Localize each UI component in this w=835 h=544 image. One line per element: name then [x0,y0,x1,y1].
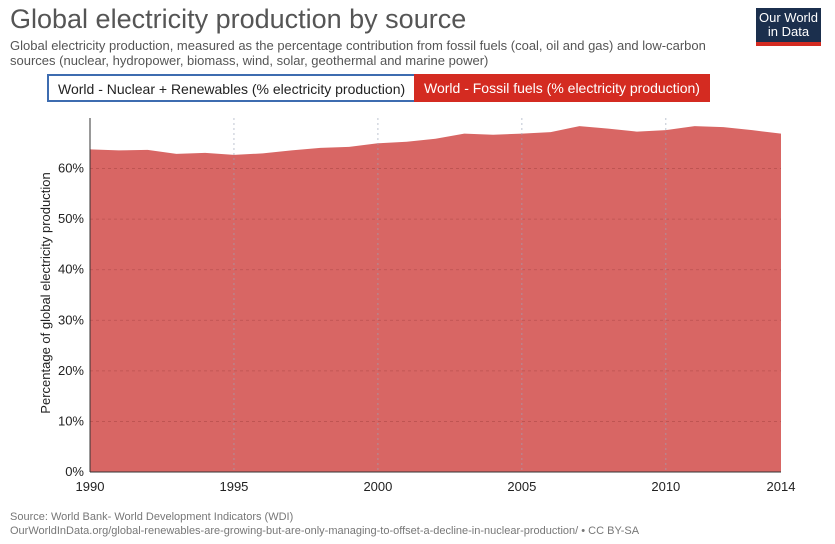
footer-url-link[interactable]: OurWorldInData.org/global-renewables-are… [10,525,640,537]
footer-source: Source: World Bank- World Development In… [10,511,294,523]
y-tick-label: 50% [58,211,84,226]
legend-fossil-fuels-button[interactable]: World - Fossil fuels (% electricity prod… [414,74,710,102]
y-tick-label: 0% [65,464,84,479]
legend-nuclear-renewables-button[interactable]: World - Nuclear + Renewables (% electric… [47,74,417,102]
y-tick-label: 10% [58,413,84,428]
x-tick-label: 1990 [76,479,105,494]
chart-title: Global electricity production by source [10,4,467,34]
owid-logo[interactable]: Our World in Data [756,8,821,46]
x-tick-label: 2005 [507,479,536,494]
x-tick-label: 2000 [363,479,392,494]
chart-subtitle: Global electricity production, measured … [10,38,706,68]
x-tick-label: 2014 [767,479,796,494]
x-tick-label: 1995 [219,479,248,494]
y-tick-label: 40% [58,262,84,277]
logo-line-2: in Data [767,24,810,39]
y-tick-label: 30% [58,312,84,327]
y-tick-label: 20% [58,363,84,378]
logo-accent-bar [756,42,821,46]
y-axis-title: Percentage of global electricity product… [38,172,53,413]
area-fossil-fuels [90,126,781,472]
x-tick-label: 2010 [651,479,680,494]
y-tick-label: 60% [58,161,84,176]
logo-line-1: Our World [759,10,818,25]
